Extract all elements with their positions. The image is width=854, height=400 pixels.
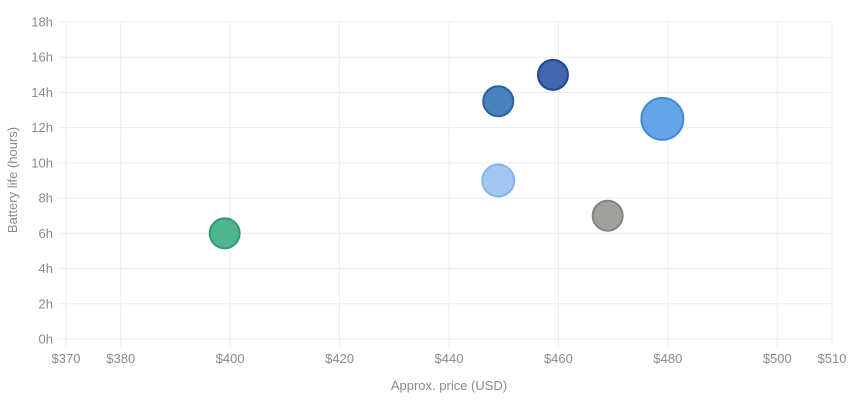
x-tick-label: $460 xyxy=(544,351,573,366)
y-tick-label: 6h xyxy=(39,226,53,241)
x-tick-label: $510 xyxy=(818,351,847,366)
bubble-point[interactable] xyxy=(208,217,241,250)
bubble-point[interactable] xyxy=(536,58,569,91)
bubble-point[interactable] xyxy=(591,199,624,232)
y-tick-label: 0h xyxy=(39,332,53,347)
y-tick-label: 2h xyxy=(39,296,53,311)
y-tick-label: 12h xyxy=(31,120,53,135)
y-tick-label: 14h xyxy=(31,85,53,100)
x-tick-label: $500 xyxy=(763,351,792,366)
x-tick-label: $440 xyxy=(435,351,464,366)
x-tick-label: $400 xyxy=(216,351,245,366)
bubble-point[interactable] xyxy=(482,85,515,118)
x-axis-title: Approx. price (USD) xyxy=(391,378,507,393)
bubbles xyxy=(208,58,685,250)
x-tick-label: $370 xyxy=(52,351,81,366)
bubble-point[interactable] xyxy=(640,96,685,141)
y-tick-label: 8h xyxy=(39,191,53,206)
x-tick-label: $420 xyxy=(325,351,354,366)
x-tick-label: $380 xyxy=(106,351,135,366)
y-tick-label: 18h xyxy=(31,15,53,30)
bubble-point[interactable] xyxy=(481,163,516,198)
x-tick-label: $480 xyxy=(653,351,682,366)
y-tick-label: 16h xyxy=(31,50,53,65)
grid-lines xyxy=(58,21,833,347)
y-tick-label: 4h xyxy=(39,261,53,276)
y-axis-title: Battery life (hours) xyxy=(5,127,20,233)
y-tick-label: 10h xyxy=(31,155,53,170)
x-axis-ticks: $370 $380 $400 $420 $440 $460 $480 $500 $510 xyxy=(52,351,847,366)
y-axis-ticks: 0h 2h 4h 6h 8h 10h 12h 14h 16h 18h xyxy=(31,15,53,347)
